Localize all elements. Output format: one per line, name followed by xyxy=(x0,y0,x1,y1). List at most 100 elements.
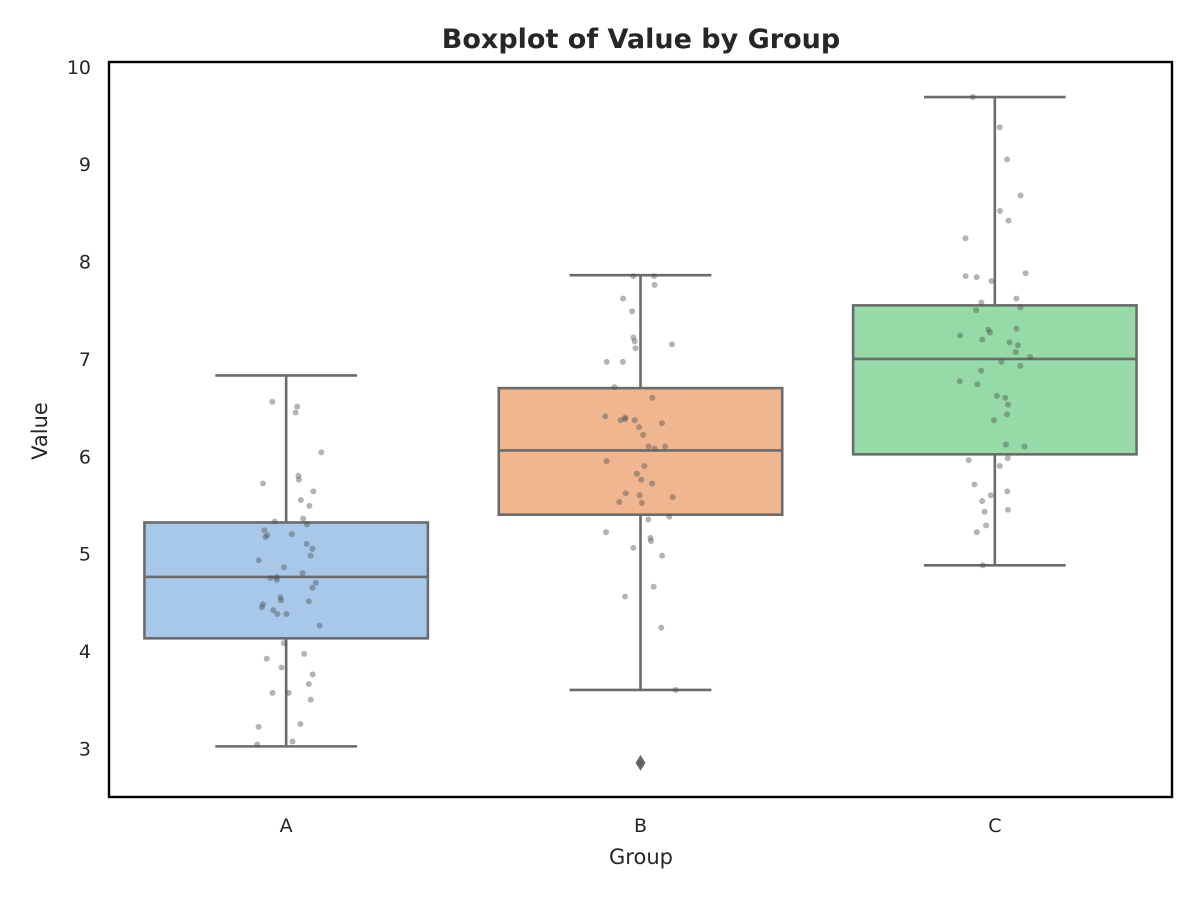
data-point-c xyxy=(971,481,978,488)
data-point-b xyxy=(651,273,658,280)
data-point-b xyxy=(650,583,657,590)
data-point-b xyxy=(620,295,627,302)
data-point-b xyxy=(617,417,624,424)
y-tick-label: 10 xyxy=(67,57,91,79)
data-point-b xyxy=(636,424,643,431)
plot-area: 3 4 5 6 7 8 9 10 A B C xyxy=(67,57,1138,837)
data-point-a xyxy=(255,723,262,730)
x-axis-label: Group xyxy=(609,845,673,869)
data-point-b xyxy=(658,624,665,631)
data-point-a xyxy=(294,403,301,410)
data-point-a xyxy=(295,472,302,479)
data-point-a xyxy=(305,598,312,605)
data-point-c xyxy=(996,207,1003,214)
data-point-a xyxy=(263,655,270,662)
x-tick-label: B xyxy=(634,815,647,837)
data-point-b xyxy=(651,445,658,452)
data-point-a xyxy=(278,597,285,604)
data-point-c xyxy=(996,463,1003,470)
box-a xyxy=(143,521,430,640)
data-point-c xyxy=(973,274,980,281)
data-point-a xyxy=(303,521,310,528)
data-point-a xyxy=(309,671,316,678)
data-point-a xyxy=(292,409,299,416)
data-point-a xyxy=(264,532,271,539)
data-point-c xyxy=(996,124,1003,131)
data-point-b xyxy=(616,499,623,506)
data-point-a xyxy=(269,689,276,696)
y-tick-label: 5 xyxy=(79,544,91,566)
data-point-c xyxy=(998,358,1005,365)
data-point-b xyxy=(603,458,610,465)
data-point-a xyxy=(281,564,288,571)
data-point-c xyxy=(962,273,969,280)
data-point-c xyxy=(987,492,994,499)
data-point-b xyxy=(672,686,679,693)
data-point-b xyxy=(633,470,640,477)
data-point-a xyxy=(259,601,266,608)
y-tick-label: 3 xyxy=(79,738,91,760)
data-point-c xyxy=(1006,339,1013,346)
data-point-a xyxy=(262,534,269,541)
data-point-c xyxy=(1005,217,1012,224)
data-point-c xyxy=(974,381,981,388)
data-point-c xyxy=(1002,441,1009,448)
data-point-b xyxy=(636,492,643,499)
data-point-b xyxy=(632,345,639,352)
data-point-c xyxy=(956,378,963,385)
data-point-b xyxy=(666,513,673,520)
data-point-b xyxy=(668,341,675,348)
data-point-c xyxy=(1004,506,1011,513)
data-point-a xyxy=(274,610,281,617)
data-point-b xyxy=(622,593,629,600)
data-point-b xyxy=(638,500,645,506)
data-point-a xyxy=(306,502,313,509)
data-point-a xyxy=(273,573,280,580)
data-point-a xyxy=(255,557,262,564)
data-point-a xyxy=(309,584,316,591)
data-point-b xyxy=(629,308,636,315)
data-point-a xyxy=(277,594,284,601)
data-point-a xyxy=(273,576,280,583)
data-point-c xyxy=(1014,342,1021,349)
data-point-b xyxy=(619,358,626,365)
data-point-b xyxy=(603,529,610,536)
data-point-a xyxy=(285,689,292,696)
data-point-c xyxy=(962,235,969,242)
data-point-a xyxy=(309,545,316,552)
data-point-a xyxy=(312,579,319,586)
data-point-b xyxy=(631,417,638,424)
data-point-a xyxy=(267,574,274,581)
x-tick-label: C xyxy=(988,815,1001,837)
data-point-c xyxy=(973,529,980,536)
data-point-c xyxy=(957,332,964,339)
data-point-c xyxy=(1022,270,1029,277)
data-point-c xyxy=(993,392,1000,399)
data-point-a xyxy=(297,497,304,504)
data-point-c xyxy=(979,562,986,569)
data-point-a xyxy=(258,604,265,611)
data-point-b xyxy=(645,443,652,450)
data-point-c xyxy=(1004,411,1011,418)
data-point-c xyxy=(1021,443,1028,450)
data-point-a xyxy=(289,738,296,745)
y-tick-label: 6 xyxy=(79,446,91,468)
data-point-c xyxy=(969,94,976,101)
data-point-c xyxy=(1012,349,1019,356)
data-point-b xyxy=(630,334,637,341)
y-tick-label: 7 xyxy=(79,349,91,371)
data-point-a xyxy=(259,480,266,487)
data-point-a xyxy=(271,518,278,525)
outlier-marker-b xyxy=(635,754,646,771)
data-point-b xyxy=(649,394,656,401)
data-point-c xyxy=(1004,156,1011,163)
data-point-c xyxy=(1017,304,1024,311)
data-point-c xyxy=(978,299,985,306)
data-point-c xyxy=(990,417,997,424)
data-point-b xyxy=(662,443,669,450)
data-point-a xyxy=(295,476,302,483)
data-point-c xyxy=(1004,455,1011,462)
data-point-b xyxy=(621,416,628,423)
data-point-a xyxy=(261,527,268,534)
